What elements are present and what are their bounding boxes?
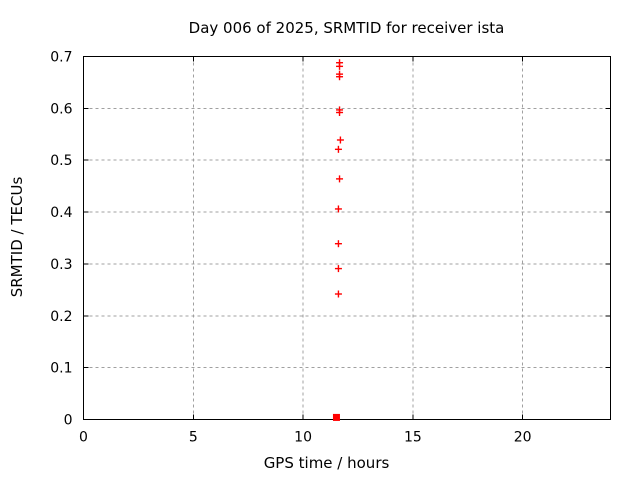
series-zero-level-marker: [332, 413, 340, 421]
y-tick-label: 0.2: [50, 309, 72, 325]
plot-border: [82, 55, 612, 421]
x-tick-labels: 0 5 10 15 20: [79, 430, 532, 446]
data-point-square: [332, 413, 340, 421]
y-tick-label: 0.3: [50, 257, 72, 273]
grid-lines: [83, 56, 611, 420]
x-tick-label: 5: [189, 430, 198, 446]
y-tick-label: 0.4: [50, 205, 72, 221]
x-axis-label: GPS time / hours: [263, 454, 390, 472]
x-tick-label: 0: [79, 430, 88, 446]
y-tick-label: 0.1: [50, 361, 72, 377]
x-tick-label: 15: [404, 430, 422, 446]
y-tick-label: 0.7: [50, 50, 72, 66]
y-tick-label: 0.5: [50, 153, 72, 169]
axis-ticks: [83, 56, 611, 420]
y-tick-labels: 0 0.1 0.2 0.3 0.4 0.5 0.6 0.7: [50, 50, 72, 429]
x-tick-label: 20: [514, 430, 532, 446]
y-tick-label: 0.6: [50, 101, 72, 117]
chart-title: Day 006 of 2025, SRMTID for receiver ist…: [188, 19, 505, 37]
y-tick-label: 0: [64, 413, 73, 429]
x-tick-label: 10: [294, 430, 312, 446]
series-srmtid-values: [334, 59, 344, 298]
